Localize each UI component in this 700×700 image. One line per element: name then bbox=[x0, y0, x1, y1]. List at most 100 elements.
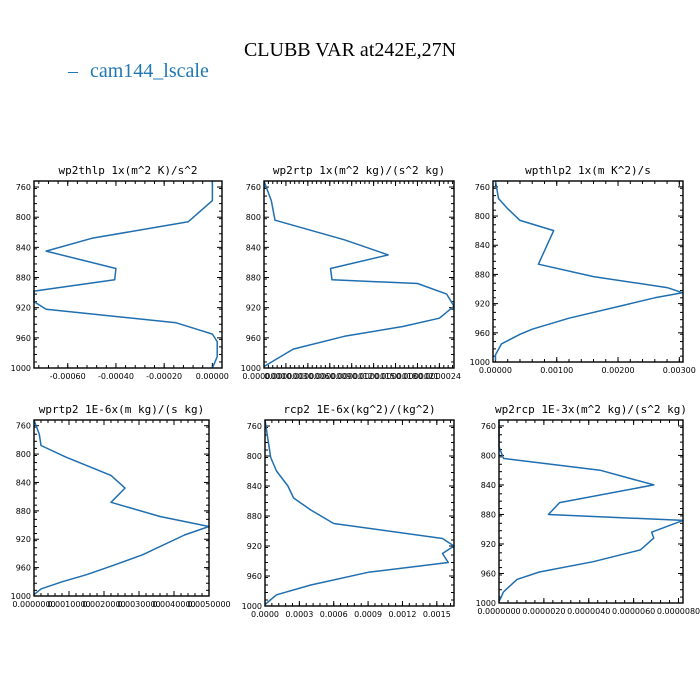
y-tick-label: 960 bbox=[247, 572, 262, 581]
y-tick-label: 760 bbox=[16, 422, 31, 431]
figure-title: CLUBB VAR at242E,27N bbox=[244, 39, 456, 61]
x-tick-label: -0.00020 bbox=[146, 372, 182, 381]
x-tick-label: 0.0020000 bbox=[82, 600, 125, 609]
y-tick-label: 920 bbox=[246, 304, 261, 313]
panel-1: wp2thlp 1x(m^2 K)/s^2 760 800 840 880 920 960 1… bbox=[11, 164, 229, 381]
x-tick-label: 0.0000024 bbox=[418, 372, 461, 381]
plot-frame bbox=[33, 419, 210, 597]
x-tick-label: 0.0015 bbox=[423, 610, 451, 619]
y-tick-label: 1000 bbox=[241, 364, 261, 373]
x-tick-label: 0.0003 bbox=[285, 610, 313, 619]
y-tick-label: 880 bbox=[16, 274, 31, 283]
plot-frame bbox=[264, 419, 455, 607]
y-tick-label: 800 bbox=[16, 450, 31, 459]
x-tick-label: 0.0010000 bbox=[47, 600, 90, 609]
plot-frame bbox=[498, 419, 684, 604]
x-tick-label: 0.0006 bbox=[320, 610, 348, 619]
x-tick-label: 0.0009 bbox=[354, 610, 382, 619]
x-tick-label: 0.00300 bbox=[663, 366, 696, 375]
y-tick-label: 920 bbox=[475, 300, 490, 309]
y-tick-label: 960 bbox=[16, 564, 31, 573]
y-tick-label: 760 bbox=[481, 422, 496, 431]
y-tick-label: 800 bbox=[481, 451, 496, 460]
x-tick-label: 0.00000 bbox=[479, 366, 512, 375]
y-tick-label: 960 bbox=[246, 334, 261, 343]
panel-title: wprtp2 1E-6x(m kg)/(s kg) bbox=[39, 403, 205, 416]
x-tick-label: -0.00040 bbox=[98, 372, 134, 381]
legend-label: cam144_lscale bbox=[90, 60, 209, 82]
y-tick-label: 800 bbox=[16, 213, 31, 222]
y-tick-label: 920 bbox=[481, 540, 496, 549]
y-tick-label: 840 bbox=[246, 243, 261, 252]
x-tick-label: 0.00000 bbox=[196, 372, 229, 381]
x-tick-label: 0.0000080 bbox=[657, 607, 700, 616]
panel-title: wp2rtp 1x(m^2 kg)/(s^2 kg) bbox=[273, 164, 445, 177]
x-tick-label: 0.0000000 bbox=[242, 372, 285, 381]
x-tick-label: 0.0000003 bbox=[264, 372, 307, 381]
y-tick-label: 760 bbox=[475, 183, 490, 192]
y-tick-label: 960 bbox=[16, 334, 31, 343]
series-line bbox=[263, 180, 455, 368]
y-tick-label: 880 bbox=[246, 274, 261, 283]
x-tick-label: 0.0050000 bbox=[187, 600, 230, 609]
panel-3: wpthlp2 1x(m K^2)/s 760 800 840 880 920 960 100… bbox=[470, 164, 696, 375]
x-tick-label: -0.00060 bbox=[50, 372, 86, 381]
y-tick-label: 800 bbox=[247, 452, 262, 461]
plot-frame bbox=[33, 180, 223, 369]
plot-frame bbox=[263, 180, 455, 369]
legend: – cam144_lscale bbox=[67, 60, 209, 82]
x-tick-label: 0.0000009 bbox=[308, 372, 351, 381]
panel-2: wp2rtp 1x(m^2 kg)/(s^2 kg) 760 800 840 880 92… bbox=[241, 164, 461, 381]
y-tick-label: 880 bbox=[16, 507, 31, 516]
y-tick-label: 920 bbox=[16, 304, 31, 313]
x-tick-label: 0.0000060 bbox=[612, 607, 655, 616]
panel-title: wp2thlp 1x(m^2 K)/s^2 bbox=[58, 164, 197, 177]
x-tick-label: 0.0000040 bbox=[567, 607, 610, 616]
series-line bbox=[494, 180, 684, 361]
panel-6: wp2rcp 1E-3x(m^2 kg)/(s^2 kg) 760 800 840 88… bbox=[476, 403, 700, 616]
series-line bbox=[498, 420, 684, 602]
panel-title: wp2rcp 1E-3x(m^2 kg)/(s^2 kg) bbox=[495, 403, 687, 416]
panel-title: wpthlp2 1x(m K^2)/s bbox=[525, 164, 651, 177]
x-tick-label: 0.0000006 bbox=[286, 372, 329, 381]
y-tick-label: 840 bbox=[481, 481, 496, 490]
y-tick-label: 840 bbox=[16, 243, 31, 252]
y-tick-label: 800 bbox=[475, 212, 490, 221]
plot-frame bbox=[492, 180, 684, 363]
legend-marker: – bbox=[67, 60, 79, 82]
panel-4: wprtp2 1E-6x(m kg)/(s kg) 760 800 840 880 920… bbox=[11, 403, 231, 609]
x-tick-label: 0.0000000 bbox=[477, 607, 520, 616]
panels-grid: wp2thlp 1x(m^2 K)/s^2 760 800 840 880 920 960 1… bbox=[11, 164, 700, 619]
y-tick-label: 840 bbox=[475, 241, 490, 250]
y-tick-label: 800 bbox=[246, 213, 261, 222]
y-tick-label: 760 bbox=[246, 183, 261, 192]
y-tick-label: 1000 bbox=[11, 592, 31, 601]
x-tick-label: 0.0000012 bbox=[330, 372, 373, 381]
x-tick-label: 0.0000020 bbox=[522, 607, 565, 616]
x-tick-label: 0.0000000 bbox=[12, 600, 55, 609]
x-tick-label: 0.0000015 bbox=[352, 372, 395, 381]
y-tick-label: 920 bbox=[16, 535, 31, 544]
series-line bbox=[33, 419, 210, 596]
x-tick-label: 0.0000021 bbox=[396, 372, 439, 381]
series-line bbox=[264, 419, 455, 606]
x-tick-label: 0.0012 bbox=[388, 610, 416, 619]
y-tick-label: 880 bbox=[247, 512, 262, 521]
y-tick-label: 960 bbox=[475, 329, 490, 338]
x-tick-label: 0.0000 bbox=[251, 610, 279, 619]
y-tick-label: 1000 bbox=[242, 602, 262, 611]
y-tick-label: 920 bbox=[247, 542, 262, 551]
y-tick-label: 840 bbox=[16, 478, 31, 487]
x-tick-label: 0.0030000 bbox=[117, 600, 160, 609]
x-tick-label: 0.0040000 bbox=[152, 600, 195, 609]
x-tick-label: 0.0000018 bbox=[374, 372, 417, 381]
x-tick-label: 0.00200 bbox=[601, 366, 634, 375]
y-tick-label: 840 bbox=[247, 482, 262, 491]
y-tick-label: 1000 bbox=[11, 364, 31, 373]
y-tick-label: 880 bbox=[475, 270, 490, 279]
y-tick-label: 960 bbox=[481, 569, 496, 578]
panel-5: rcp2 1E-6x(kg^2)/(kg^2) 760 800 840 880 920 96… bbox=[242, 403, 455, 619]
y-tick-label: 760 bbox=[247, 422, 262, 431]
panel-title: rcp2 1E-6x(kg^2)/(kg^2) bbox=[283, 403, 435, 416]
